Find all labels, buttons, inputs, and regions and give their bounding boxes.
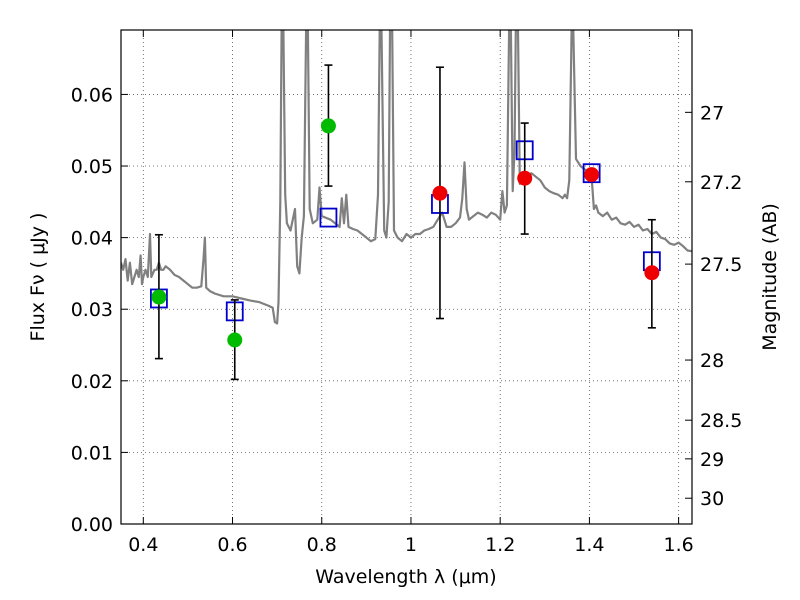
spectrum-line xyxy=(121,30,692,325)
y-tick-label: 0.02 xyxy=(71,371,113,393)
y-tick-label: 0.05 xyxy=(71,156,113,178)
plot-frame xyxy=(120,29,693,525)
x-tick-label: 0.6 xyxy=(217,534,247,556)
data-points xyxy=(150,64,661,381)
observed-flux-point xyxy=(644,265,660,281)
observed-flux-point xyxy=(151,289,167,305)
y-tick-label: 0.04 xyxy=(71,228,113,250)
observed-flux-point xyxy=(584,167,600,183)
y-right-tick-label: 27.2 xyxy=(700,172,742,194)
x-tick-label: 1.2 xyxy=(485,534,515,556)
observed-flux-point xyxy=(227,332,243,348)
y-right-tick-label: 28.5 xyxy=(700,410,742,432)
y-right-tick-label: 29 xyxy=(700,449,724,471)
axis-ticks: 0.4 0.6 0.8 1 1.2 1.4 1.6 0.00 0.01 0.02 0.03 0.04 0… xyxy=(71,30,742,556)
observed-flux-point xyxy=(432,185,448,201)
template-spectrum xyxy=(121,30,692,325)
y-right-tick-label: 30 xyxy=(700,488,724,510)
y-right-tick-label: 27.5 xyxy=(700,254,742,276)
x-tick-label: 1 xyxy=(405,534,417,556)
observed-flux-point xyxy=(517,170,533,186)
y-right-tick-label: 27 xyxy=(700,102,724,124)
y-tick-label: 0.01 xyxy=(71,442,113,464)
x-axis-label: Wavelength λ (μm) xyxy=(315,566,496,588)
y-tick-label: 0.00 xyxy=(71,514,113,536)
y-tick-label: 0.03 xyxy=(71,299,113,321)
x-tick-label: 0.8 xyxy=(307,534,337,556)
x-tick-label: 0.4 xyxy=(128,534,158,556)
x-tick-label: 1.6 xyxy=(664,534,694,556)
x-tick-label: 1.4 xyxy=(574,534,604,556)
model-flux-square xyxy=(319,207,338,228)
y-right-tick-label: 28 xyxy=(700,350,724,372)
y-right-axis-label: Magnitude (AB) xyxy=(759,203,781,351)
y-axis-label: Flux Fν ( μJy ) xyxy=(27,213,49,342)
observed-flux-point xyxy=(320,118,336,134)
y-tick-label: 0.06 xyxy=(71,84,113,106)
model-flux-square xyxy=(582,163,601,184)
